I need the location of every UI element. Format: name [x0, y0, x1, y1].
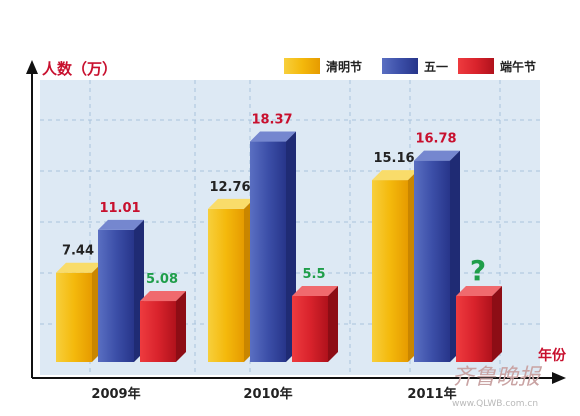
- bar-front: [292, 296, 328, 362]
- bars: [56, 131, 502, 362]
- bar-top: [140, 291, 186, 302]
- bar-top: [250, 131, 296, 142]
- category-label-1: 2010年: [243, 386, 292, 402]
- watermark: 齐鲁晚报 www.QLWB.com.cn: [452, 365, 543, 409]
- value-label-qingming-0: 7.44: [62, 244, 94, 259]
- bar-top: [456, 286, 502, 296]
- legend: 清明节 五一 端午节: [284, 58, 536, 74]
- x-axis-label: 年份: [538, 347, 567, 364]
- bar-top: [98, 219, 144, 230]
- value-label-duanwu-0: 5.08: [146, 272, 178, 287]
- legend-swatch-wuyi: [382, 58, 418, 74]
- bar-duanwu-2: [456, 286, 502, 362]
- bar-top: [372, 170, 418, 181]
- bar-top: [292, 286, 338, 296]
- bar-front: [414, 160, 450, 362]
- legend-swatch-duanwu: [458, 58, 494, 74]
- bar-wuyi-2: [414, 150, 460, 362]
- bar-front: [140, 301, 176, 362]
- watermark-logo: 齐鲁晚报: [452, 365, 543, 390]
- category-label-0: 2009年: [91, 386, 140, 402]
- bar-side: [176, 291, 186, 362]
- value-label-duanwu-1: 5.5: [302, 267, 325, 282]
- bar-duanwu-1: [292, 286, 338, 362]
- bar-front: [250, 141, 286, 362]
- bar-front: [208, 208, 244, 362]
- x-axis-arrow: [552, 372, 566, 384]
- bar-front: [98, 229, 134, 362]
- bar-qingming-0: [56, 262, 102, 362]
- value-label-wuyi-0: 11.01: [99, 201, 140, 216]
- bar-side: [328, 286, 338, 362]
- bar-qingming-2: [372, 170, 418, 362]
- category-labels: 2009年 2010年 2011年: [91, 386, 456, 402]
- bar-top: [414, 150, 460, 161]
- watermark-url: www.QLWB.com.cn: [452, 399, 538, 409]
- legend-label-duanwu: 端午节: [500, 59, 536, 74]
- bar-top: [56, 262, 102, 273]
- legend-swatch-qingming: [284, 58, 320, 74]
- bar-top: [208, 198, 254, 209]
- value-label-qingming-1: 12.76: [209, 180, 250, 195]
- bar-qingming-1: [208, 198, 254, 362]
- value-label-duanwu-2: ?: [470, 254, 486, 287]
- legend-label-wuyi: 五一: [424, 60, 448, 74]
- value-label-wuyi-1: 18.37: [251, 113, 292, 128]
- bar-wuyi-1: [250, 131, 296, 362]
- bar-front: [456, 296, 492, 362]
- category-label-2: 2011年: [407, 386, 456, 402]
- bar-duanwu-0: [140, 291, 186, 362]
- value-label-wuyi-2: 16.78: [415, 132, 456, 147]
- bar-front: [56, 272, 92, 362]
- bar-wuyi-0: [98, 219, 144, 362]
- y-axis-label: 人数（万）: [42, 60, 117, 78]
- value-label-qingming-2: 15.16: [373, 151, 414, 166]
- bar-side: [492, 286, 502, 362]
- legend-label-qingming: 清明节: [326, 59, 362, 74]
- y-axis-arrow: [26, 60, 38, 74]
- bar-front: [372, 180, 408, 362]
